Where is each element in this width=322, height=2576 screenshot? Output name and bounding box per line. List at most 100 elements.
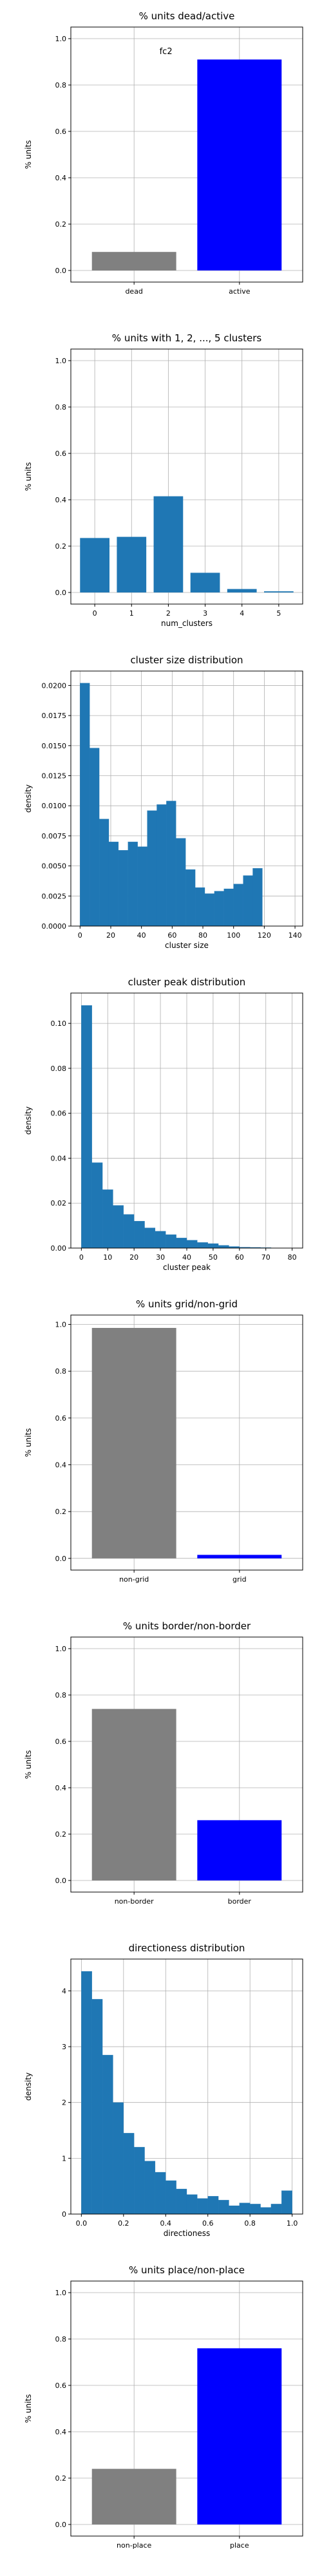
x-tick-label: 0.8 bbox=[244, 2219, 256, 2228]
x-tick-label: 40 bbox=[137, 931, 146, 940]
x-tick-label: 0.4 bbox=[160, 2219, 172, 2228]
y-axis-label: density bbox=[24, 1106, 33, 1135]
histogram-bin bbox=[80, 683, 90, 927]
histogram-bin bbox=[144, 2161, 156, 2215]
x-tick-label: place bbox=[230, 2541, 249, 2550]
axes-frame bbox=[70, 26, 303, 283]
y-axis-label: % units bbox=[24, 1428, 33, 1457]
histogram-bin bbox=[102, 1189, 113, 1249]
histogram-bin bbox=[214, 891, 224, 927]
x-tick-label: 20 bbox=[129, 1253, 138, 1262]
y-tick-label: 0.0 bbox=[55, 1555, 67, 1563]
y-tick-label: 0.0175 bbox=[42, 712, 67, 720]
histogram-bin bbox=[108, 842, 119, 927]
histogram-bin bbox=[81, 1005, 92, 1249]
histogram-bin bbox=[102, 2054, 113, 2215]
y-axis-label: % units bbox=[24, 2394, 33, 2423]
y-tick-label: 0.0075 bbox=[42, 832, 67, 840]
x-tick-label: 0 bbox=[79, 1253, 84, 1262]
x-axis-label: num_clusters bbox=[161, 619, 213, 628]
y-tick-label: 1.0 bbox=[55, 35, 67, 43]
histogram-bin bbox=[123, 1214, 135, 1249]
y-tick-label: 0.04 bbox=[51, 1154, 67, 1162]
axes-frame bbox=[70, 1958, 303, 2215]
histogram-bin bbox=[218, 1245, 229, 1249]
y-tick-label: 0.4 bbox=[55, 496, 67, 504]
x-tick-label: 1 bbox=[129, 609, 134, 618]
chart-cluster-peak: 0.00 0.02 0.04 0.06 0.08 0.10 0 10 20 30 40 50 60 70 8… bbox=[24, 976, 303, 1272]
y-tick-label: 0.02 bbox=[51, 1199, 67, 1208]
histogram-bin bbox=[166, 1234, 176, 1249]
histogram-bin bbox=[207, 2196, 219, 2215]
y-tick-label: 0.8 bbox=[55, 2335, 67, 2344]
x-tick-label: dead bbox=[125, 287, 142, 296]
y-tick-label: 0.0200 bbox=[42, 681, 67, 690]
x-tick-label: 20 bbox=[106, 931, 115, 940]
y-tick-label: 0.08 bbox=[51, 1065, 67, 1073]
chart-grid-nongrid: 0.0 0.2 0.4 0.6 0.8 1.0 non-grid grid % units gr… bbox=[24, 1298, 303, 1584]
x-tick-label: 5 bbox=[276, 609, 281, 618]
histogram-bin bbox=[186, 2194, 198, 2215]
histogram-bin bbox=[186, 1240, 198, 1249]
x-tick-label: border bbox=[228, 1897, 252, 1906]
x-axis-label: cluster size bbox=[165, 941, 209, 950]
y-tick-label: 0.2 bbox=[55, 542, 67, 551]
y-tick-label: 0.8 bbox=[55, 1691, 67, 1700]
y-tick-label: 0.0050 bbox=[42, 862, 67, 871]
y-tick-label: 0.4 bbox=[55, 174, 67, 182]
y-axis-label: density bbox=[24, 2072, 33, 2101]
chart-cluster-size: 0.0000 0.0025 0.0050 0.0075 0.0100 0.0125 0.01… bbox=[24, 654, 303, 950]
x-tick-label: 30 bbox=[156, 1253, 165, 1262]
y-tick-label: 0.6 bbox=[55, 1738, 67, 1746]
y-tick-label: 0.0150 bbox=[42, 742, 67, 750]
y-tick-label: 3 bbox=[62, 2043, 66, 2051]
x-tick-label: 80 bbox=[198, 931, 207, 940]
y-tick-label: 0.0 bbox=[55, 2521, 67, 2529]
histogram-bin bbox=[243, 875, 253, 927]
chart-title: cluster peak distribution bbox=[128, 976, 246, 988]
x-tick-label: 0.2 bbox=[118, 2219, 129, 2228]
histogram-bin bbox=[155, 1231, 166, 1249]
chart-directioness: 0 1 2 3 4 0.0 0.2 0.4 0.6 0.8 1.0 directioness dist… bbox=[24, 1942, 303, 2238]
y-tick-label: 0.0 bbox=[55, 267, 67, 275]
bar bbox=[197, 1820, 282, 1880]
histogram-bin bbox=[176, 838, 186, 927]
y-tick-label: 0.2 bbox=[55, 1830, 67, 1839]
y-tick-label: 0.6 bbox=[55, 2382, 67, 2390]
y-tick-label: 2 bbox=[62, 2099, 66, 2107]
bar bbox=[153, 496, 184, 592]
histogram-bin bbox=[194, 887, 205, 927]
y-tick-label: 0.4 bbox=[55, 1461, 67, 1470]
y-axis-label: % units bbox=[24, 1750, 33, 1779]
histogram-bin bbox=[223, 888, 234, 927]
bar bbox=[197, 2348, 282, 2524]
x-tick-label: 50 bbox=[209, 1253, 218, 1262]
x-tick-label: 140 bbox=[289, 931, 302, 940]
y-tick-label: 0.06 bbox=[51, 1110, 67, 1118]
y-tick-label: 0.8 bbox=[55, 1367, 67, 1376]
chart-num-clusters: 0.0 0.2 0.4 0.6 0.8 1.0 0 1 2 3 4 5 % units with 1, … bbox=[24, 332, 303, 628]
histogram-bin bbox=[137, 846, 147, 927]
bar bbox=[227, 589, 257, 592]
histogram-bin bbox=[176, 2188, 187, 2215]
y-tick-label: 0.6 bbox=[55, 128, 67, 136]
histogram-bin bbox=[147, 810, 157, 927]
axes-frame bbox=[70, 992, 303, 1249]
chart-title: cluster size distribution bbox=[130, 654, 243, 666]
histogram-bin bbox=[185, 869, 196, 927]
x-axis-label: directioness bbox=[164, 2229, 210, 2238]
histogram-bin bbox=[260, 2207, 272, 2215]
chart-place-nonplace: 0.0 0.2 0.4 0.6 0.8 1.0 non-place place % units … bbox=[24, 2264, 303, 2550]
histogram-bin bbox=[239, 2202, 251, 2215]
y-axis-label: % units bbox=[24, 462, 33, 491]
histogram-bin bbox=[113, 1205, 124, 1249]
axes-frame bbox=[70, 1314, 303, 1571]
x-tick-label: 0 bbox=[93, 609, 97, 618]
histogram-bin bbox=[144, 1227, 156, 1249]
histogram-bin bbox=[166, 800, 176, 927]
bar bbox=[197, 59, 282, 271]
y-tick-label: 0.0 bbox=[55, 589, 67, 597]
y-tick-label: 0.0125 bbox=[42, 772, 67, 781]
bar bbox=[197, 1555, 282, 1558]
